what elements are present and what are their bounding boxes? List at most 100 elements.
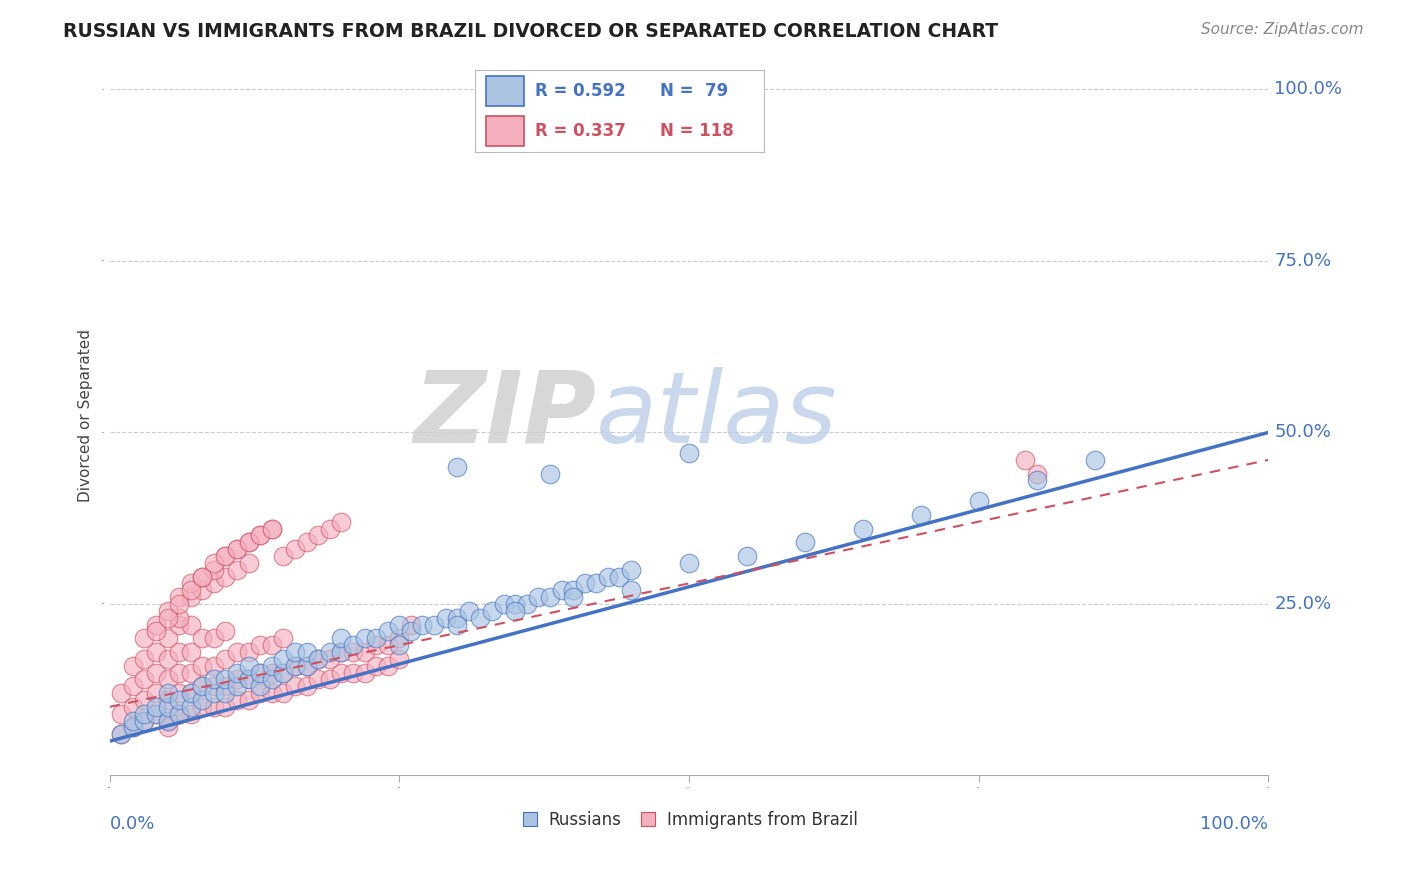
Point xyxy=(238,645,260,659)
Point xyxy=(214,624,236,639)
Point xyxy=(191,699,214,714)
Point xyxy=(226,665,249,680)
Point xyxy=(134,706,156,721)
Point xyxy=(307,652,329,666)
Point xyxy=(167,617,190,632)
Point xyxy=(167,706,190,721)
Point xyxy=(134,714,156,728)
Point xyxy=(226,679,249,693)
Point xyxy=(121,658,143,673)
Point xyxy=(238,673,260,687)
Text: 100.0%: 100.0% xyxy=(1201,815,1268,833)
Point xyxy=(156,714,179,728)
Point xyxy=(156,652,179,666)
Point xyxy=(284,542,307,557)
Point xyxy=(503,597,526,611)
Point xyxy=(388,632,411,646)
Point xyxy=(249,638,271,652)
Point xyxy=(550,583,572,598)
Point xyxy=(167,597,190,611)
Point xyxy=(226,542,249,557)
Point xyxy=(191,679,214,693)
Point xyxy=(295,679,318,693)
Point xyxy=(145,665,167,680)
Point xyxy=(180,583,202,598)
Point xyxy=(202,576,225,591)
Point xyxy=(180,699,202,714)
Point xyxy=(156,721,179,735)
Point xyxy=(388,652,411,666)
Text: Source: ZipAtlas.com: Source: ZipAtlas.com xyxy=(1201,22,1364,37)
Point xyxy=(295,645,318,659)
Point xyxy=(191,658,214,673)
Point xyxy=(167,590,190,604)
Point xyxy=(202,679,225,693)
Point xyxy=(319,652,342,666)
Point xyxy=(503,604,526,618)
Point xyxy=(1014,453,1036,467)
Point xyxy=(364,632,387,646)
Point xyxy=(167,686,190,700)
Point xyxy=(342,665,364,680)
Point xyxy=(273,549,295,563)
Point xyxy=(1025,467,1047,481)
Point xyxy=(249,686,271,700)
Point xyxy=(121,721,143,735)
Point xyxy=(202,632,225,646)
Point xyxy=(307,652,329,666)
Point xyxy=(226,563,249,577)
Point xyxy=(156,673,179,687)
Point xyxy=(678,446,700,460)
Point xyxy=(260,521,283,535)
Point xyxy=(249,665,271,680)
Point xyxy=(180,590,202,604)
Point xyxy=(167,706,190,721)
Point xyxy=(180,686,202,700)
Point xyxy=(238,673,260,687)
Point xyxy=(249,665,271,680)
Point xyxy=(134,652,156,666)
Point xyxy=(342,645,364,659)
Point xyxy=(145,645,167,659)
Point xyxy=(180,665,202,680)
Point xyxy=(156,714,179,728)
Point xyxy=(307,673,329,687)
Point xyxy=(121,679,143,693)
Point xyxy=(202,658,225,673)
Point xyxy=(180,706,202,721)
Point xyxy=(910,508,932,522)
Point xyxy=(411,617,433,632)
Point xyxy=(319,521,342,535)
Point xyxy=(620,563,643,577)
Point xyxy=(214,549,236,563)
Point xyxy=(260,665,283,680)
Point xyxy=(620,583,643,598)
Point xyxy=(214,699,236,714)
Point xyxy=(202,686,225,700)
Point xyxy=(516,597,538,611)
Point xyxy=(145,686,167,700)
Point xyxy=(134,673,156,687)
Point xyxy=(145,624,167,639)
Point xyxy=(156,604,179,618)
Point xyxy=(319,645,342,659)
Point xyxy=(364,658,387,673)
Point xyxy=(214,673,236,687)
Point xyxy=(249,679,271,693)
Point xyxy=(191,569,214,583)
Point xyxy=(434,610,457,624)
Point xyxy=(273,632,295,646)
Point xyxy=(180,617,202,632)
Point xyxy=(678,556,700,570)
Point xyxy=(167,610,190,624)
Point xyxy=(214,679,236,693)
Point xyxy=(180,686,202,700)
Point xyxy=(238,535,260,549)
Point xyxy=(342,638,364,652)
Point xyxy=(353,645,375,659)
Point xyxy=(134,714,156,728)
Point xyxy=(481,604,503,618)
Point xyxy=(121,714,143,728)
Y-axis label: Divorced or Separated: Divorced or Separated xyxy=(79,329,93,502)
Point xyxy=(156,610,179,624)
